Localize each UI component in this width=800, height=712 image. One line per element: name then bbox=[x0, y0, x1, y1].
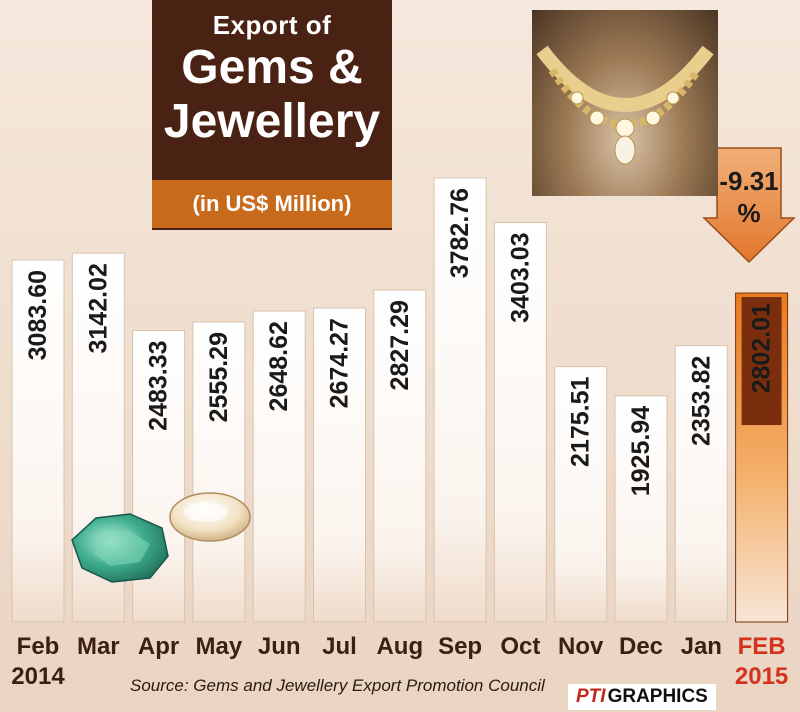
x-tick-label-5: Jul bbox=[322, 633, 357, 660]
bar-5 bbox=[313, 307, 366, 623]
bar-value-label-5: 2674.27 bbox=[326, 318, 354, 408]
bar-11 bbox=[674, 345, 728, 623]
x-tick-label-12: FEB bbox=[738, 633, 786, 660]
bar-value-label-8: 3403.03 bbox=[506, 232, 534, 322]
bar-value-label-7: 3782.76 bbox=[446, 188, 474, 278]
bar-7 bbox=[433, 177, 487, 623]
x-tick-label-6: Aug bbox=[376, 633, 423, 660]
x-tick-label-11: Jan bbox=[681, 633, 722, 660]
bar-10 bbox=[614, 395, 668, 623]
necklace-image bbox=[532, 10, 718, 196]
bar-value-label-9: 2175.51 bbox=[567, 377, 595, 467]
bars-group: 3083.60 3142.02 2483.33 2555.29 2648.62 2674.… bbox=[11, 177, 789, 623]
bar-value-label-12: 2802.01 bbox=[748, 303, 776, 393]
x-tick-label-10: Dec bbox=[619, 633, 663, 660]
bar-8 bbox=[493, 221, 547, 623]
bar-value-label-11: 2353.82 bbox=[687, 356, 715, 446]
x-tick-label-4: Jun bbox=[258, 633, 301, 660]
green-gem-icon bbox=[71, 513, 169, 583]
x-axis-ticks: Feb 2014 Mar Apr May Jun Jul Aug Sep Oct Nov Dec Jan… bbox=[11, 633, 788, 690]
x-tick-label-8: Oct bbox=[500, 633, 540, 660]
credit-brand: PTI bbox=[576, 686, 606, 707]
x-tick-label-9: Nov bbox=[558, 633, 604, 660]
title-line-2: Gems & bbox=[181, 41, 363, 94]
change-unit: % bbox=[737, 198, 760, 228]
x-tick-label-1: Mar bbox=[77, 633, 120, 660]
bar-6 bbox=[373, 289, 427, 623]
title-line-3: Jewellery bbox=[163, 95, 381, 148]
title-line-1: Export of bbox=[212, 10, 332, 40]
bar-9 bbox=[554, 366, 608, 623]
decline-arrow-icon: -9.31 % bbox=[702, 147, 796, 264]
bar-value-label-3: 2555.29 bbox=[205, 332, 233, 422]
x-tick-label-0-year: 2014 bbox=[11, 663, 65, 690]
bar-value-label-1: 3142.02 bbox=[84, 263, 112, 353]
bar-value-label-2: 2483.33 bbox=[145, 340, 173, 430]
subtitle-panel: (in US$ Million) bbox=[152, 180, 392, 228]
x-tick-label-7: Sep bbox=[438, 633, 482, 660]
bar-value-label-6: 2827.29 bbox=[386, 300, 414, 390]
clear-gem-icon bbox=[169, 492, 251, 542]
credit-badge: PTI GRAPHICS bbox=[568, 684, 716, 710]
bar-value-label-4: 2648.62 bbox=[265, 321, 293, 411]
x-tick-label-12-year: 2015 bbox=[735, 663, 788, 690]
highlight-label-plate bbox=[741, 297, 782, 426]
bar-4 bbox=[252, 310, 306, 623]
source-note: Source: Gems and Jewellery Export Promot… bbox=[130, 676, 545, 695]
x-tick-label-2: Apr bbox=[138, 633, 179, 660]
credit-text: GRAPHICS bbox=[607, 686, 708, 707]
bar-3 bbox=[192, 321, 246, 623]
bar-value-label-10: 1925.94 bbox=[627, 406, 655, 496]
bar-0 bbox=[11, 259, 65, 623]
change-value: -9.31 bbox=[719, 166, 778, 196]
x-tick-label-3: May bbox=[196, 633, 243, 660]
x-tick-label-0: Feb bbox=[17, 633, 60, 660]
bar-value-label-0: 3083.60 bbox=[24, 270, 52, 360]
